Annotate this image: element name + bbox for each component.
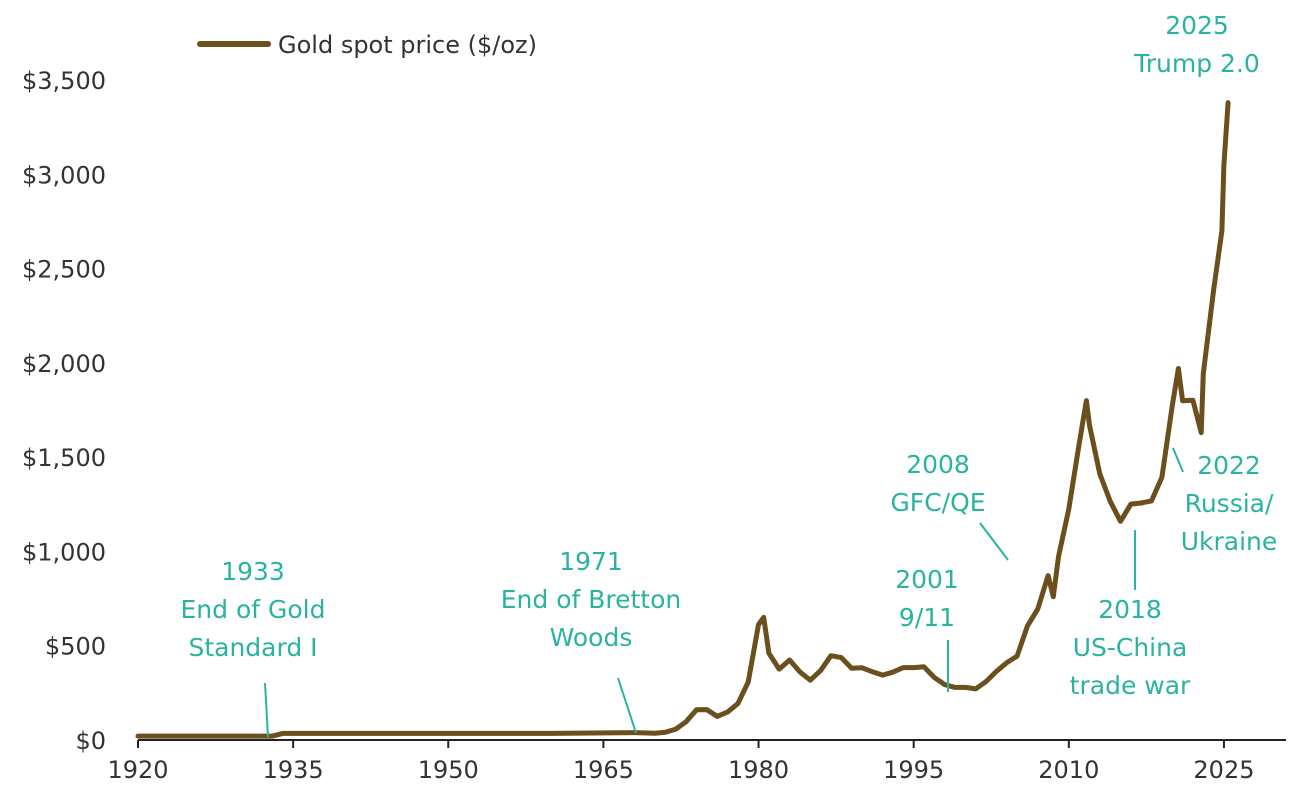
annotation-text-line: 2008 [906, 450, 970, 479]
annotation-text-line: 2022 [1197, 451, 1261, 480]
x-tick-label: 1965 [573, 756, 634, 784]
series-line-gold-spot-price [135, 100, 1231, 739]
annotation-2022: 2022 Russia/Ukraine [1172, 447, 1278, 556]
annotation-text-line: 1971 [559, 547, 623, 576]
y-tick-label: $2,000 [22, 350, 106, 378]
annotation-text-line: End of Bretton [501, 585, 682, 614]
y-tick-label: $2,500 [22, 256, 106, 284]
annotation-leader-line [979, 522, 1009, 561]
annotation-text-line: US-China [1073, 633, 1188, 662]
y-tick-label: $500 [45, 633, 106, 661]
legend: Gold spot price ($/oz) [197, 31, 537, 59]
x-tick-label: 1950 [418, 756, 479, 784]
annotation-text-line: Trump 2.0 [1133, 49, 1260, 78]
x-tick-label: 1920 [107, 756, 168, 784]
x-tick-label: 1995 [883, 756, 944, 784]
annotation-2025: 2025 Trump 2.0 [1133, 11, 1260, 78]
annotation-leader-line [617, 677, 637, 734]
y-tick-label: $3,500 [22, 67, 106, 95]
annotation-text-line: trade war [1070, 671, 1191, 700]
annotation-text-line: 2001 [895, 565, 959, 594]
legend-label: Gold spot price ($/oz) [278, 31, 537, 59]
axes: 1920 1935 1950 1965 1980 1995 2010 2025 $0 $500 $1… [22, 67, 1286, 784]
annotation-text-line: End of Gold [181, 595, 326, 624]
annotation-text-line: 9/11 [899, 603, 955, 632]
annotation-text-line: Ukraine [1181, 527, 1278, 556]
annotation-1933: 1933 End of Gold Standard I [181, 557, 326, 738]
x-tick-label: 1935 [263, 756, 324, 784]
annotation-text-line: GFC/QE [890, 488, 985, 517]
annotation-text-line: Standard I [188, 633, 317, 662]
x-tick-label: 2025 [1193, 756, 1254, 784]
annotation-text-line: 1933 [221, 557, 285, 586]
annotations-group: 1933 End of Gold Standard I 1971 End of Bret… [181, 11, 1278, 738]
annotation-2001: 2001 9/11 [895, 565, 959, 692]
y-tick-label: $1,500 [22, 444, 106, 472]
annotation-text-line: Woods [550, 623, 633, 652]
annotation-2018: 2018 US-China trade war [1070, 530, 1191, 700]
annotation-leader-line [264, 682, 269, 738]
annotation-text-line: Russia/ [1185, 489, 1274, 518]
y-tick-label: $1,000 [22, 538, 106, 566]
y-tick-label: $3,000 [22, 161, 106, 189]
y-tick-label: $0 [75, 727, 106, 755]
annotation-text-line: 2018 [1098, 595, 1162, 624]
line-series-group [135, 100, 1231, 739]
x-tick-label: 2010 [1038, 756, 1099, 784]
x-tick-label: 1980 [728, 756, 789, 784]
annotation-leader-line [1172, 447, 1184, 473]
annotation-2008: 2008 GFC/QE [890, 450, 1009, 561]
annotation-text-line: 2025 [1165, 11, 1229, 40]
annotation-1971: 1971 End of Bretton Woods [501, 547, 682, 734]
